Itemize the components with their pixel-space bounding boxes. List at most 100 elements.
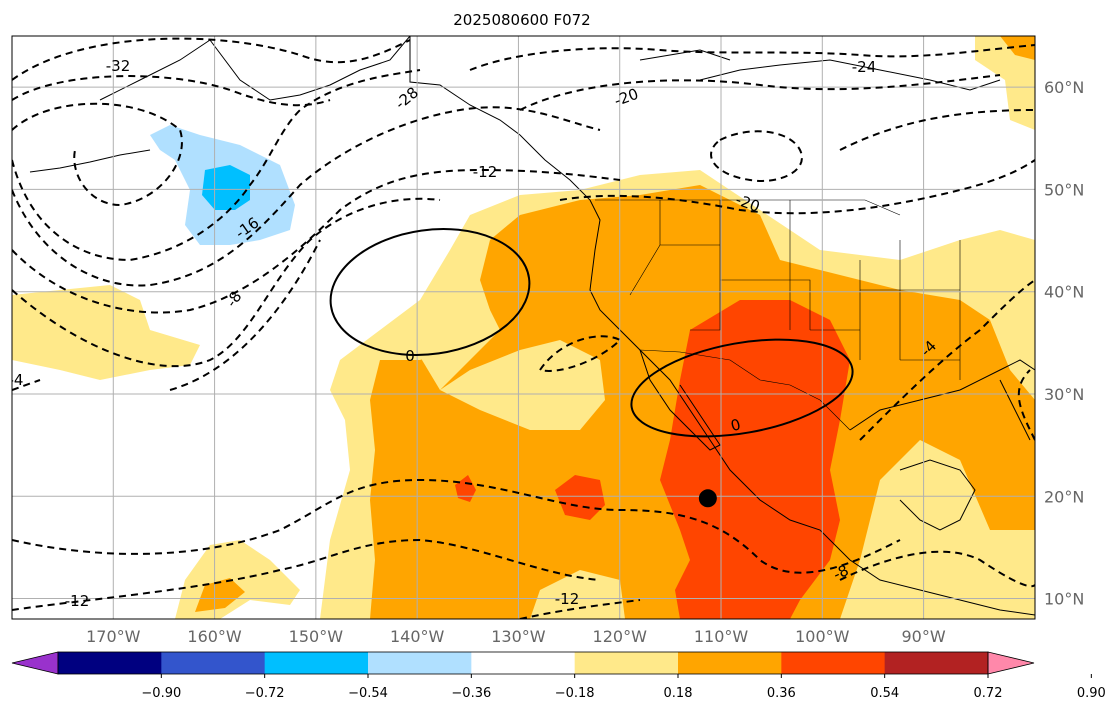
political-borders xyxy=(409,36,961,431)
coastline-alaska xyxy=(99,36,411,101)
contour-line xyxy=(12,69,421,262)
map-title: 2025080600 F072 xyxy=(453,11,590,29)
contour-line xyxy=(469,44,1035,71)
contour-line xyxy=(12,75,331,107)
longitude-labels: 170°W 160°W 150°W 140°W 130°W 120°W 110°W 100°W… xyxy=(86,627,946,646)
shade-pos-light xyxy=(975,36,1035,130)
colorbar-segment xyxy=(161,652,266,674)
shade-pos-light xyxy=(12,285,200,380)
contour-label: 0 xyxy=(729,415,743,435)
lon-tick-label: 130°W xyxy=(491,627,546,646)
lat-tick-label: 10°N xyxy=(1044,590,1084,609)
shade-pos-mid xyxy=(1000,36,1035,60)
colorbar-tick-label: 0.72 xyxy=(974,686,1003,701)
graticule xyxy=(12,36,1035,619)
lon-tick-label: 110°W xyxy=(694,627,749,646)
contour-line xyxy=(12,106,601,287)
us-mexico-border xyxy=(639,349,851,431)
solid-contours xyxy=(329,228,854,438)
shade-pos-mid xyxy=(195,578,245,612)
contour-line xyxy=(12,538,601,611)
colorbar-segment xyxy=(58,652,162,674)
contour-line xyxy=(1017,369,1035,441)
contour-line xyxy=(12,37,411,81)
colorbar-segment xyxy=(884,652,989,674)
shade-pos-light xyxy=(530,570,625,619)
contour-label: -12 xyxy=(65,592,90,610)
contour-label: -24 xyxy=(852,58,877,76)
colorbar-tick-label: −0.54 xyxy=(348,686,388,701)
coastline-florida xyxy=(999,379,1031,441)
lat-tick-label: 30°N xyxy=(1044,385,1084,404)
contour-line xyxy=(12,197,441,368)
state-lines xyxy=(629,200,961,380)
colorbar-segment xyxy=(471,652,576,674)
contour-line xyxy=(710,130,803,182)
anomaly-shading xyxy=(12,36,1035,619)
contour-line xyxy=(169,239,321,391)
lat-tick-label: 60°N xyxy=(1044,78,1084,97)
lon-tick-label: 90°W xyxy=(901,627,945,646)
colorbar-extend-high xyxy=(987,651,1035,675)
shade-pos-light xyxy=(440,340,605,430)
colorbar-segment xyxy=(264,652,369,674)
colorbar-tick-label: −0.90 xyxy=(141,686,181,701)
shade-pos-high xyxy=(660,300,850,619)
zero-contour-pacific xyxy=(329,228,531,356)
contour-label: -4 xyxy=(9,371,24,389)
colorbar-tick-label: 0.18 xyxy=(664,686,693,701)
lon-tick-label: 140°W xyxy=(390,627,445,646)
zero-contour-mexico xyxy=(630,338,854,438)
lat-tick-label: 40°N xyxy=(1044,283,1084,302)
contour-line xyxy=(12,379,41,391)
map-frame xyxy=(11,35,1036,620)
contour-line xyxy=(559,159,1035,215)
contour-line xyxy=(12,102,183,207)
contour-line xyxy=(519,74,1001,111)
colorbar-frame xyxy=(57,651,989,675)
us-canada-border xyxy=(595,199,901,216)
contour-line xyxy=(519,599,641,619)
coastlines xyxy=(29,36,1035,616)
coastline-north-america xyxy=(409,36,1035,616)
colorbar-tick-label: −0.36 xyxy=(451,686,491,701)
contour-label: -12 xyxy=(473,163,498,181)
contour-line xyxy=(12,168,621,314)
lon-tick-label: 150°W xyxy=(289,627,344,646)
location-marker xyxy=(698,489,717,508)
colorbar-tick-label: −0.18 xyxy=(555,686,595,701)
dashed-contours xyxy=(12,37,1035,619)
coastline-gulf xyxy=(849,359,1035,431)
lon-tick-label: 100°W xyxy=(795,627,850,646)
latitude-labels: 10°N 20°N 30°N 40°N 50°N 60°N xyxy=(1044,78,1084,608)
aleutian-islands xyxy=(29,149,151,173)
colorbar-segment xyxy=(781,652,886,674)
lon-tick-label: 120°W xyxy=(593,627,648,646)
colorbar-tick-label: −0.72 xyxy=(245,686,285,701)
colorbar-extend-low xyxy=(11,651,59,675)
map-area: -32 -28 -24 -20 -20 -16 -12 -8 -4 0 0 -4… xyxy=(9,36,1035,619)
contour-label: -32 xyxy=(106,57,131,75)
colorbar-tick-label: 0.90 xyxy=(1077,686,1105,701)
contour-label: -8 xyxy=(830,561,851,584)
contour-label: -12 xyxy=(555,590,580,608)
contour-label: 0 xyxy=(405,347,415,365)
colorbar-tick-label: 0.54 xyxy=(870,686,899,701)
lon-tick-label: 160°W xyxy=(187,627,242,646)
shade-neg-mid xyxy=(202,165,250,210)
colorbar-segment xyxy=(574,652,679,674)
contour-line xyxy=(539,335,622,372)
shade-pos-light xyxy=(410,290,500,390)
contour-line xyxy=(839,550,1035,588)
colorbar-tick-label: 0.36 xyxy=(767,686,796,701)
coastline-hudson xyxy=(699,59,1001,91)
colorbar-segment xyxy=(678,652,782,674)
shade-pos-high xyxy=(555,475,605,520)
lat-tick-label: 20°N xyxy=(1044,487,1084,506)
contour-line xyxy=(12,478,901,574)
contour-line xyxy=(839,109,1035,151)
colorbar: −0.90 −0.72 −0.54 −0.36 −0.18 0.18 0.36 0.54 0.7… xyxy=(11,651,1105,701)
lon-tick-label: 170°W xyxy=(86,627,141,646)
colorbar-segment xyxy=(368,652,472,674)
